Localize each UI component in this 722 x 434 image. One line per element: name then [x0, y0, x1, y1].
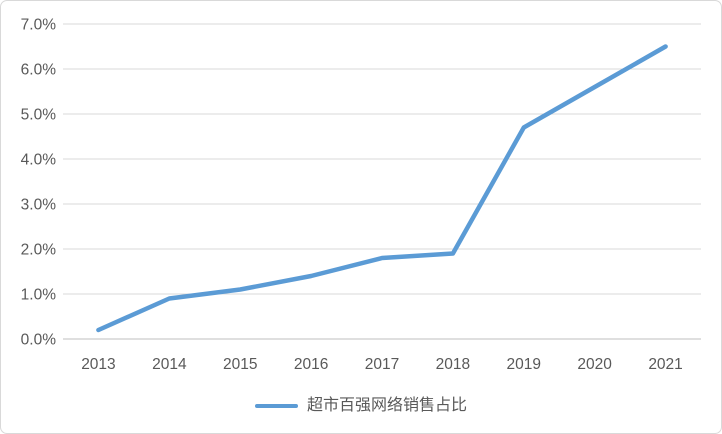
- x-axis-tick-labels: 2013 2014 2015 2016 2017 2018 2019 2020 2021: [81, 356, 683, 373]
- gridlines: [63, 23, 701, 340]
- legend-label: 超市百强网络销售占比: [306, 397, 467, 414]
- x-tick-label: 2017: [365, 356, 399, 373]
- legend: 超市百强网络销售占比: [1, 394, 721, 418]
- y-tick-label: 3.0%: [21, 197, 57, 214]
- y-tick-label: 0.0%: [21, 332, 57, 349]
- x-tick-label: 2019: [507, 356, 541, 373]
- y-tick-label: 5.0%: [21, 107, 57, 124]
- x-tick-label: 2013: [81, 356, 115, 373]
- series-line: [96, 44, 668, 333]
- legend-line-marker-icon: [254, 404, 298, 408]
- x-tick-label: 2021: [648, 356, 682, 373]
- x-tick-label: 2015: [223, 356, 257, 373]
- y-tick-label: 7.0%: [21, 17, 57, 34]
- y-tick-label: 6.0%: [21, 62, 57, 79]
- x-tick-label: 2018: [436, 356, 470, 373]
- y-tick-label: 2.0%: [21, 242, 57, 259]
- x-tick-label: 2016: [294, 356, 328, 373]
- y-axis-tick-labels: 0.0% 1.0% 2.0% 3.0% 4.0% 5.0% 6.0% 7.0%: [21, 17, 57, 349]
- x-tick-label: 2014: [152, 356, 187, 373]
- y-tick-label: 4.0%: [21, 152, 57, 169]
- y-tick-label: 1.0%: [21, 287, 57, 304]
- x-tick-label: 2020: [577, 356, 612, 373]
